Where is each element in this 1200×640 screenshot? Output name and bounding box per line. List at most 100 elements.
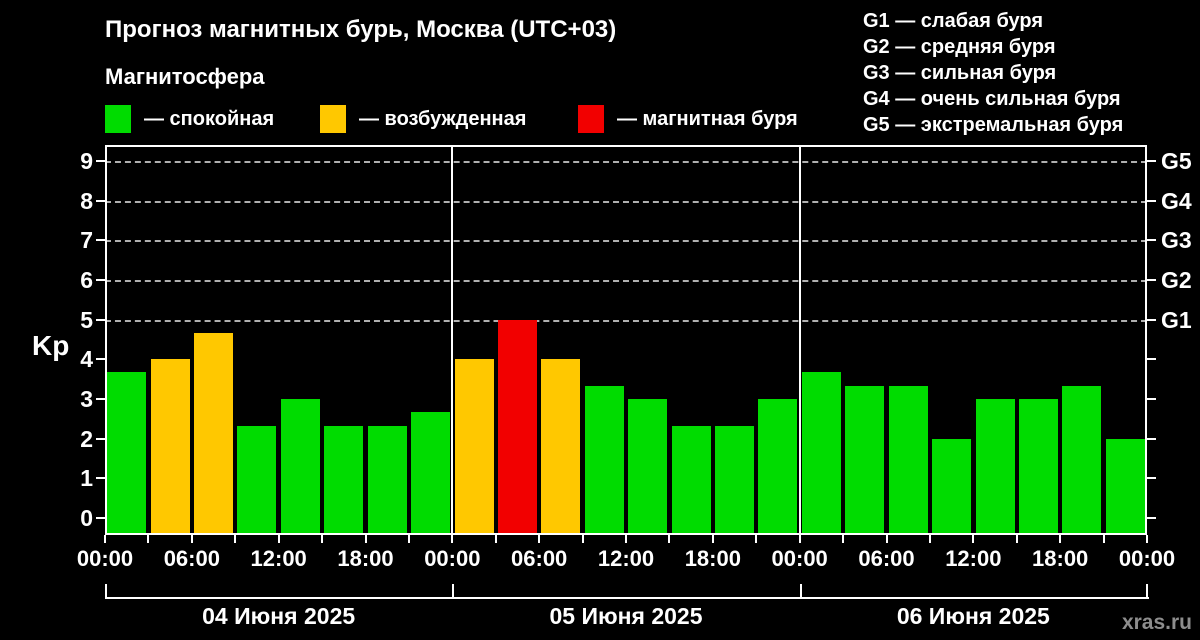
kp-bar <box>280 398 320 535</box>
y-axis-tick <box>96 477 105 480</box>
y-axis-tick <box>96 318 105 321</box>
x-axis-tick <box>364 535 367 543</box>
kp-bar <box>975 398 1015 535</box>
y-tick-label: 8 <box>80 187 93 214</box>
date-bracket-line <box>105 597 1149 599</box>
subtitle: Магнитосфера <box>105 64 265 89</box>
storm-scale-g2: G2 — средняя буря <box>863 36 1056 58</box>
x-axis-tick <box>1146 535 1148 543</box>
y-axis-tick <box>96 517 105 519</box>
x-axis-tick <box>885 535 888 543</box>
kp-bar <box>584 385 624 535</box>
legend-label: — магнитная буря <box>617 108 798 130</box>
x-axis-tick <box>798 535 801 543</box>
y-axis-tick-right <box>1147 517 1156 519</box>
x-axis-tick <box>190 535 193 543</box>
kp-bar <box>367 425 407 535</box>
y-tick-label: 3 <box>80 385 93 412</box>
x-axis-tick <box>842 535 845 543</box>
x-tick-label: 00:00 <box>424 546 481 571</box>
g-level-label: G5 <box>1161 147 1192 174</box>
legend-label: — возбужденная <box>359 108 527 130</box>
gridline-kp5 <box>105 319 1147 322</box>
y-tick-label: 6 <box>80 266 93 293</box>
y-axis-tick <box>96 437 105 440</box>
day-separator <box>451 145 454 535</box>
kp-bar <box>324 425 364 535</box>
kp-bar <box>671 425 711 535</box>
x-axis-tick <box>407 535 410 543</box>
x-tick-label: 12:00 <box>250 546 307 571</box>
chart-plot-area <box>105 145 1147 535</box>
x-axis-tick <box>668 535 671 543</box>
y-axis-tick-right <box>1147 437 1156 440</box>
y-axis-tick-right <box>1147 159 1156 162</box>
x-axis-tick <box>928 535 931 543</box>
legend-item-storm: — магнитная буря <box>578 105 798 133</box>
y-axis-tick <box>96 159 105 162</box>
y-tick-label: 1 <box>80 465 93 492</box>
x-axis-tick <box>972 535 975 543</box>
x-axis-tick <box>277 535 280 543</box>
storm-scale-g1: G1 — слабая буря <box>863 10 1044 32</box>
quiet-color-swatch <box>105 105 131 133</box>
storm-scale-g4: G4 — очень сильная буря <box>863 88 1121 110</box>
y-axis-tick-right <box>1147 397 1156 400</box>
x-tick-label: 18:00 <box>684 546 741 571</box>
x-axis-tick <box>625 535 627 543</box>
page-title: Прогноз магнитных бурь, Москва (UTC+03) <box>105 16 617 43</box>
x-axis-tick <box>755 535 758 543</box>
x-tick-label: 00:00 <box>771 546 828 571</box>
storm-color-swatch <box>578 105 604 133</box>
y-axis-tick-right <box>1147 477 1156 480</box>
kp-bar <box>628 398 668 535</box>
y-tick-label: 2 <box>80 425 93 452</box>
x-axis-tick <box>494 535 497 543</box>
x-axis-tick <box>234 535 237 543</box>
gridline-kp8 <box>105 200 1147 203</box>
x-tick-label: 00:00 <box>76 546 134 571</box>
legend-label: — спокойная <box>144 108 275 130</box>
x-tick-label: 06:00 <box>163 546 220 571</box>
y-axis-tick-right <box>1147 358 1156 361</box>
y-tick-label: 0 <box>80 505 93 531</box>
x-axis-tick <box>104 535 106 543</box>
x-tick-label: 00:00 <box>1118 546 1176 571</box>
x-axis-tick <box>1059 535 1062 543</box>
kp-bar <box>932 438 972 535</box>
date-bracket-tick <box>452 584 455 599</box>
y-axis-tick <box>96 239 105 242</box>
x-tick-label: 12:00 <box>597 546 655 571</box>
y-axis-tick-right <box>1147 239 1156 242</box>
x-tick-label: 18:00 <box>1032 546 1089 571</box>
storm-scale-g5: G5 — экстремальная буря <box>863 114 1124 136</box>
kp-bar <box>1062 385 1102 535</box>
date-label: 04 Июня 2025 <box>202 603 356 629</box>
legend-item-excited: — возбужденная <box>320 105 526 133</box>
kp-bar <box>758 398 798 535</box>
x-axis-tick <box>321 535 324 543</box>
x-axis-tick <box>451 535 454 543</box>
kp-bar <box>194 332 234 535</box>
kp-bar <box>1105 438 1145 535</box>
excited-color-swatch <box>320 105 346 133</box>
x-tick-label: 18:00 <box>337 546 394 571</box>
day-separator <box>798 145 801 535</box>
kp-bar <box>454 359 494 535</box>
kp-bar <box>541 359 581 535</box>
kp-bar <box>150 359 190 535</box>
y-axis-tick <box>96 199 105 202</box>
legend-item-quiet: — спокойная <box>105 105 274 133</box>
kp-bar <box>497 319 537 535</box>
x-axis-tick <box>711 535 714 543</box>
y-tick-label: 9 <box>80 147 93 174</box>
date-label: 05 Июня 2025 <box>549 603 703 629</box>
storm-scale-legend: G1 — слабая буря G2 — средняя буря G3 — … <box>863 8 1123 138</box>
y-axis-title: Kp <box>32 330 70 361</box>
date-bracket-tick <box>799 584 802 599</box>
kp-bar <box>888 385 928 535</box>
gridline-kp7 <box>105 240 1147 243</box>
kp-bar <box>411 412 451 535</box>
x-axis-tick <box>147 535 150 543</box>
